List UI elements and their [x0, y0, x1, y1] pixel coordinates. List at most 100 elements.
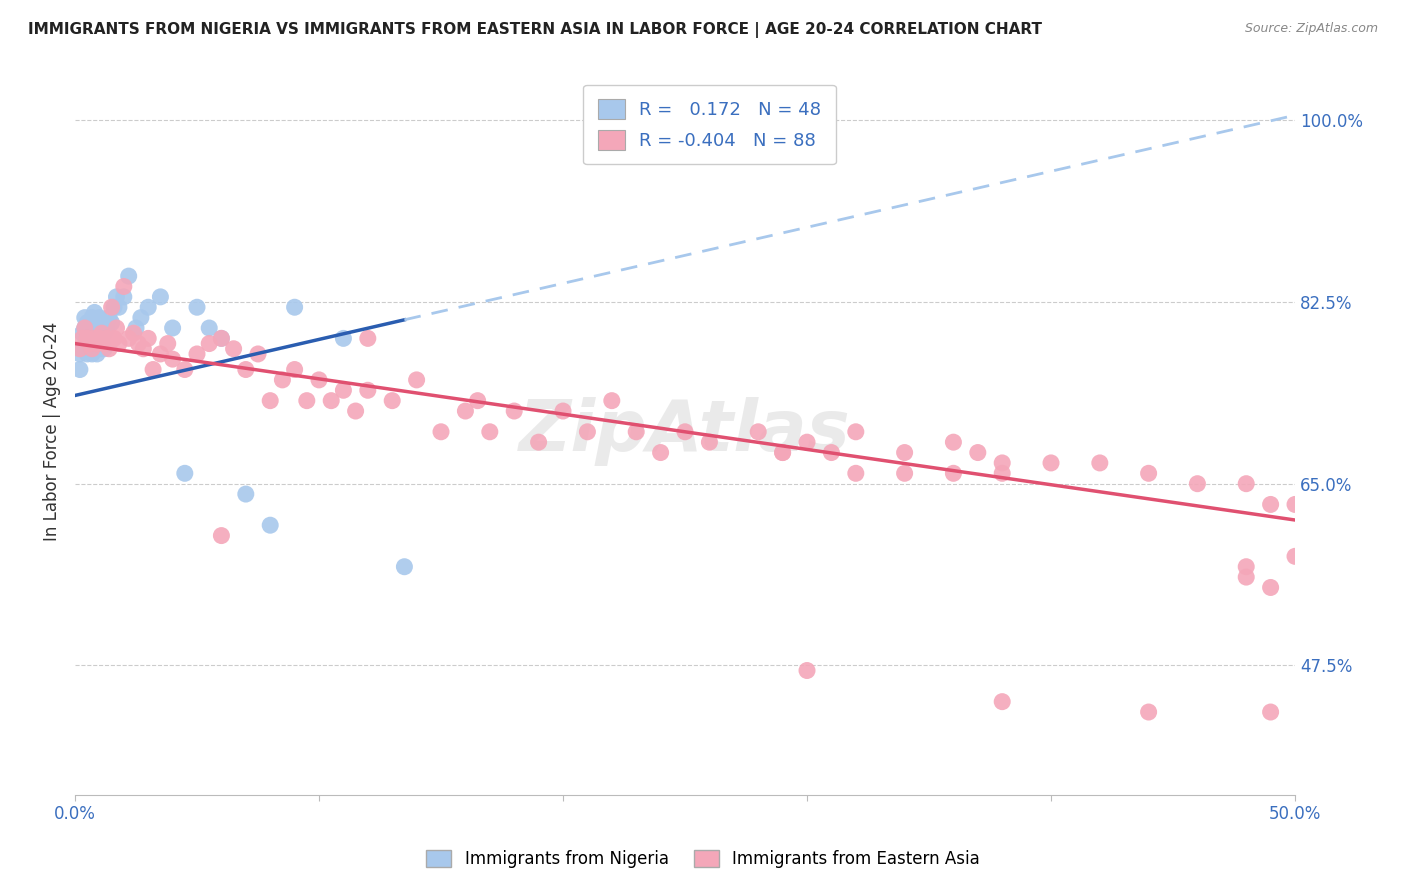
Point — [80, 342, 103, 356]
Point — [991, 695, 1014, 709]
Point — [79, 321, 101, 335]
Point — [76, 347, 98, 361]
Point — [142, 362, 165, 376]
Point — [73, 321, 96, 335]
Legend: R =   0.172   N = 48, R = -0.404   N = 88: R = 0.172 N = 48, R = -0.404 N = 88 — [583, 85, 835, 164]
Point — [259, 518, 281, 533]
Point — [136, 300, 159, 314]
Point — [673, 425, 696, 439]
Point — [271, 373, 294, 387]
Point — [1088, 456, 1111, 470]
Point — [772, 445, 794, 459]
Point — [893, 445, 915, 459]
Point — [72, 326, 94, 341]
Point — [83, 326, 105, 341]
Point — [83, 331, 105, 345]
Point — [136, 331, 159, 345]
Point — [162, 321, 184, 335]
Point — [1260, 498, 1282, 512]
Point — [79, 336, 101, 351]
Point — [357, 331, 380, 345]
Point — [308, 373, 330, 387]
Point — [105, 290, 128, 304]
Point — [103, 331, 125, 345]
Point — [125, 321, 148, 335]
Point — [991, 456, 1014, 470]
Text: Source: ZipAtlas.com: Source: ZipAtlas.com — [1244, 22, 1378, 36]
Point — [69, 342, 91, 356]
Point — [96, 321, 118, 335]
Point — [699, 435, 721, 450]
Point — [222, 342, 245, 356]
Point — [405, 373, 427, 387]
Point — [173, 467, 195, 481]
Point — [198, 321, 221, 335]
Point — [80, 310, 103, 325]
Point — [796, 435, 818, 450]
Y-axis label: In Labor Force | Age 20-24: In Labor Force | Age 20-24 — [44, 322, 60, 541]
Point — [100, 316, 122, 330]
Legend: Immigrants from Nigeria, Immigrants from Eastern Asia: Immigrants from Nigeria, Immigrants from… — [419, 843, 987, 875]
Point — [845, 425, 868, 439]
Point — [321, 393, 343, 408]
Point — [73, 310, 96, 325]
Point — [332, 331, 354, 345]
Point — [76, 331, 98, 345]
Point — [96, 331, 118, 345]
Point — [132, 342, 155, 356]
Point — [108, 300, 131, 314]
Point — [83, 336, 105, 351]
Point — [551, 404, 574, 418]
Point — [820, 445, 842, 459]
Point — [467, 393, 489, 408]
Point — [1187, 476, 1209, 491]
Point — [90, 326, 112, 341]
Point — [149, 347, 172, 361]
Point — [93, 342, 115, 356]
Point — [295, 393, 318, 408]
Point — [149, 290, 172, 304]
Point — [966, 445, 988, 459]
Point — [69, 347, 91, 361]
Point — [98, 342, 121, 356]
Point — [80, 347, 103, 361]
Point — [112, 290, 135, 304]
Point — [1260, 581, 1282, 595]
Point — [186, 300, 208, 314]
Point — [86, 336, 108, 351]
Point — [186, 347, 208, 361]
Point — [93, 336, 115, 351]
Point — [747, 425, 769, 439]
Point — [72, 331, 94, 345]
Point — [284, 362, 307, 376]
Point — [259, 393, 281, 408]
Point — [198, 336, 221, 351]
Text: ZipAtlas: ZipAtlas — [519, 397, 851, 467]
Point — [86, 347, 108, 361]
Point — [173, 362, 195, 376]
Point — [69, 362, 91, 376]
Point — [90, 336, 112, 351]
Point — [454, 404, 477, 418]
Point — [72, 342, 94, 356]
Point — [235, 362, 257, 376]
Point — [89, 326, 111, 341]
Point — [650, 445, 672, 459]
Point — [80, 331, 103, 345]
Point — [209, 331, 232, 345]
Point — [89, 342, 111, 356]
Point — [209, 528, 232, 542]
Point — [796, 664, 818, 678]
Point — [991, 467, 1014, 481]
Point — [100, 300, 122, 314]
Point — [1137, 705, 1160, 719]
Point — [112, 279, 135, 293]
Point — [93, 326, 115, 341]
Point — [122, 326, 145, 341]
Point — [600, 393, 623, 408]
Point — [235, 487, 257, 501]
Point — [79, 336, 101, 351]
Point — [105, 321, 128, 335]
Point — [332, 384, 354, 398]
Point — [118, 269, 141, 284]
